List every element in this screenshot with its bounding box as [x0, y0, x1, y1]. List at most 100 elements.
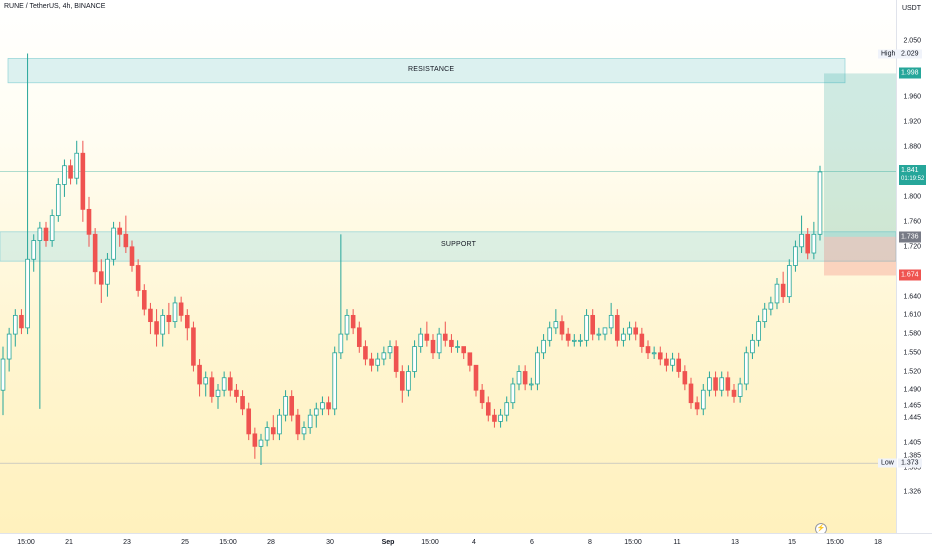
candle-body — [817, 171, 823, 235]
price-tick-label: 1.550 — [903, 349, 921, 357]
candle-body — [320, 402, 325, 410]
time-tick-label: 15:00 — [219, 539, 237, 546]
chart-pane[interactable]: RUNE / TetherUS, 4h, BINANCE RESISTANCE … — [0, 0, 896, 533]
candle-body — [786, 265, 792, 298]
candle-body — [148, 308, 153, 323]
entry-price-tag: 1.736 — [899, 231, 921, 243]
candle-body — [731, 389, 737, 397]
candle-body — [694, 402, 700, 410]
price-tick-label: 1.920 — [903, 118, 921, 126]
candle-body — [252, 433, 258, 447]
candle-body — [191, 327, 196, 366]
candle-body — [375, 358, 381, 366]
candle-body — [627, 327, 632, 335]
time-tick-label: 13 — [731, 539, 739, 546]
price-tick-label: 1.385 — [903, 452, 921, 460]
candle-body — [49, 215, 55, 241]
candle-body — [449, 339, 454, 347]
price-tick-label: 1.490 — [903, 386, 921, 394]
candle-body — [246, 408, 252, 435]
candle-body — [774, 283, 780, 304]
candle-body — [350, 314, 356, 329]
candle-body — [270, 427, 276, 435]
candle-body — [86, 208, 92, 235]
candle-body — [344, 314, 350, 335]
price-tick-label: 1.720 — [903, 243, 921, 251]
candle-body — [295, 414, 301, 435]
candle-body — [135, 265, 141, 291]
candle-body — [98, 271, 104, 285]
time-tick-label: 28 — [267, 539, 275, 546]
candle-body — [301, 427, 307, 435]
candle-body — [25, 258, 30, 329]
price-tick-label: 1.800 — [903, 193, 921, 201]
candle-body — [332, 352, 338, 410]
time-axis[interactable]: 15:00 21 23 25 15:00 28 30 Sep 15:00 4 6 8 15:00 11 13… — [0, 533, 932, 551]
price-tick-label: 1.610 — [903, 311, 921, 319]
lightning-icon[interactable]: ⚡ — [815, 523, 827, 533]
time-tick-label: 8 — [588, 539, 592, 546]
resistance-label: RESISTANCE — [408, 65, 455, 73]
candle-body — [510, 383, 516, 404]
candle-body — [178, 302, 184, 316]
candle-body — [264, 427, 270, 441]
candle-body — [369, 358, 374, 366]
candle-body — [602, 327, 608, 335]
candle-body — [664, 358, 669, 366]
candle-body — [516, 371, 522, 385]
time-tick-label: 23 — [123, 539, 131, 546]
candle-body — [639, 333, 645, 347]
candle-body — [12, 314, 18, 335]
currency-unit: USDT — [901, 5, 921, 12]
price-tick-label: 1.465 — [903, 402, 921, 410]
candle-body — [455, 346, 460, 348]
candle-body — [799, 233, 804, 248]
candle-body — [756, 321, 761, 341]
price-tick-label: 1.365 — [903, 464, 921, 472]
candle-body — [141, 290, 147, 310]
candle-body — [633, 327, 639, 335]
support-label: SUPPORT — [441, 241, 477, 249]
candlestick-plot[interactable] — [0, 0, 896, 533]
candle-body — [172, 302, 178, 323]
candle-body — [492, 414, 497, 422]
candle-body — [737, 383, 743, 397]
candle-body — [381, 352, 387, 360]
support-zone — [0, 231, 896, 262]
candle-body — [406, 371, 411, 391]
time-tick-label: 15:00 — [624, 539, 642, 546]
time-tick-label: 4 — [472, 539, 476, 546]
candle-body — [356, 327, 362, 347]
candle-body — [713, 377, 718, 391]
candle-body — [203, 377, 209, 385]
stop-price-tag: 1.674 — [899, 269, 921, 281]
price-tick-label: 1.640 — [903, 293, 921, 301]
time-tick-label: 30 — [326, 539, 334, 546]
candle-body — [485, 402, 491, 416]
candle-body — [240, 396, 245, 410]
candle-body — [338, 333, 344, 354]
candle-body — [811, 233, 817, 254]
candle-body — [750, 339, 755, 354]
candle-body — [6, 333, 12, 360]
candle-body — [768, 302, 774, 310]
candle-body — [793, 246, 798, 266]
price-tick-label: 1.405 — [903, 439, 921, 447]
candle-body — [105, 258, 110, 285]
candle-body — [565, 333, 571, 341]
candle-body — [780, 283, 786, 298]
candle-body — [19, 314, 24, 329]
candle-body — [412, 346, 417, 372]
candle-body — [805, 233, 811, 254]
candle-body — [197, 364, 202, 385]
time-tick-label: 15 — [788, 539, 796, 546]
time-tick-label: 11 — [673, 539, 681, 546]
price-axis[interactable]: USDT 2.050 1.960 1.920 1.880 1.800 1.760 1.720… — [896, 0, 932, 533]
candle-body — [657, 352, 663, 360]
price-tick-label: 2.050 — [903, 37, 921, 45]
candle-body — [117, 227, 123, 235]
candle-body — [283, 396, 288, 416]
candle-body — [743, 352, 749, 385]
candle-body — [166, 314, 172, 323]
candle-body — [55, 184, 61, 217]
